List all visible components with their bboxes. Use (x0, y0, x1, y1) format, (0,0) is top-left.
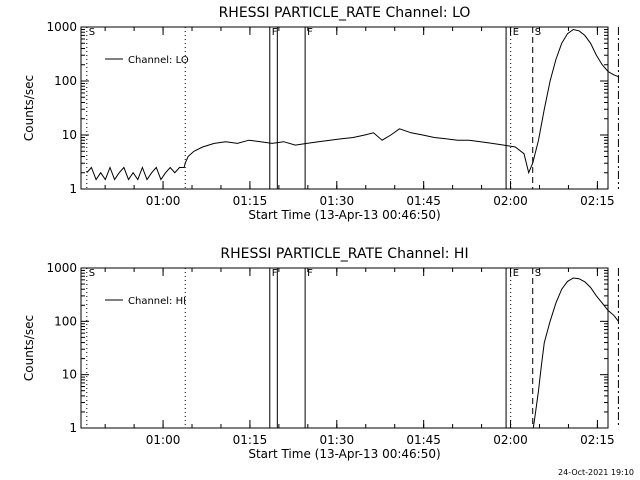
chart-title: RHESSI PARTICLE_RATE Channel: HI (220, 246, 468, 262)
x-tick-label: 02:00 (493, 433, 528, 447)
flag-marker-label: S (535, 268, 541, 279)
chart-panel-2: RHESSI PARTICLE_RATE Channel: HI 1 10 100 10… (22, 246, 619, 461)
y-axis-label: Counts/sec (22, 315, 36, 381)
y-tick-label: 10 (62, 128, 77, 142)
series-line-1 (86, 28, 619, 181)
x-tick-label: 01:30 (320, 194, 355, 208)
flag-marker-label: E (513, 268, 519, 279)
flag-marker-label: F (307, 27, 313, 38)
flag-marker-label: E (513, 27, 519, 38)
legend-label: Channel: HI (128, 296, 186, 307)
legend-label: Channel: LO (128, 55, 189, 66)
x-tick-label: 02:15 (580, 194, 615, 208)
x-tick-label: 01:45 (406, 194, 441, 208)
flag-marker-label: S (89, 268, 95, 279)
flag-marker-label: F (272, 268, 278, 279)
flag-marker-label: F (307, 268, 313, 279)
y-tick-label: 100 (54, 74, 77, 88)
plot-frame (80, 26, 609, 190)
x-tick-label: 01:00 (146, 194, 181, 208)
x-tick-label: 01:00 (146, 433, 181, 447)
y-tick-label: 10 (62, 368, 77, 382)
x-axis-label: Start Time (13-Apr-13 00:46:50) (248, 208, 440, 222)
y-tick-label: 1 (69, 182, 77, 196)
footer-timestamp: 24-Oct-2021 19:10 (558, 468, 634, 477)
chart-title: RHESSI PARTICLE_RATE Channel: LO (219, 5, 471, 21)
y-tick-label: 1000 (46, 261, 77, 275)
x-axis-label: Start Time (13-Apr-13 00:46:50) (248, 447, 440, 461)
flag-marker-label: F (272, 27, 278, 38)
y-axis-label: Counts/sec (22, 75, 36, 141)
y-tick-label: 1 (69, 421, 77, 435)
x-tick-label: 02:00 (493, 194, 528, 208)
x-tick-label: 01:30 (320, 433, 355, 447)
flag-marker-label: S (535, 27, 541, 38)
x-tick-label: 01:15 (233, 194, 268, 208)
x-tick-label: 02:15 (580, 433, 615, 447)
y-tick-label: 1000 (46, 20, 77, 34)
y-tick-label: 100 (54, 314, 77, 328)
series-line-1 (532, 277, 619, 429)
x-tick-label: 01:45 (406, 433, 441, 447)
plot-frame (80, 267, 609, 429)
x-tick-label: 01:15 (233, 433, 268, 447)
chart-panel-1: RHESSI PARTICLE_RATE Channel: LO 1 10 100 10… (22, 5, 619, 222)
flag-marker-label: S (89, 27, 95, 38)
